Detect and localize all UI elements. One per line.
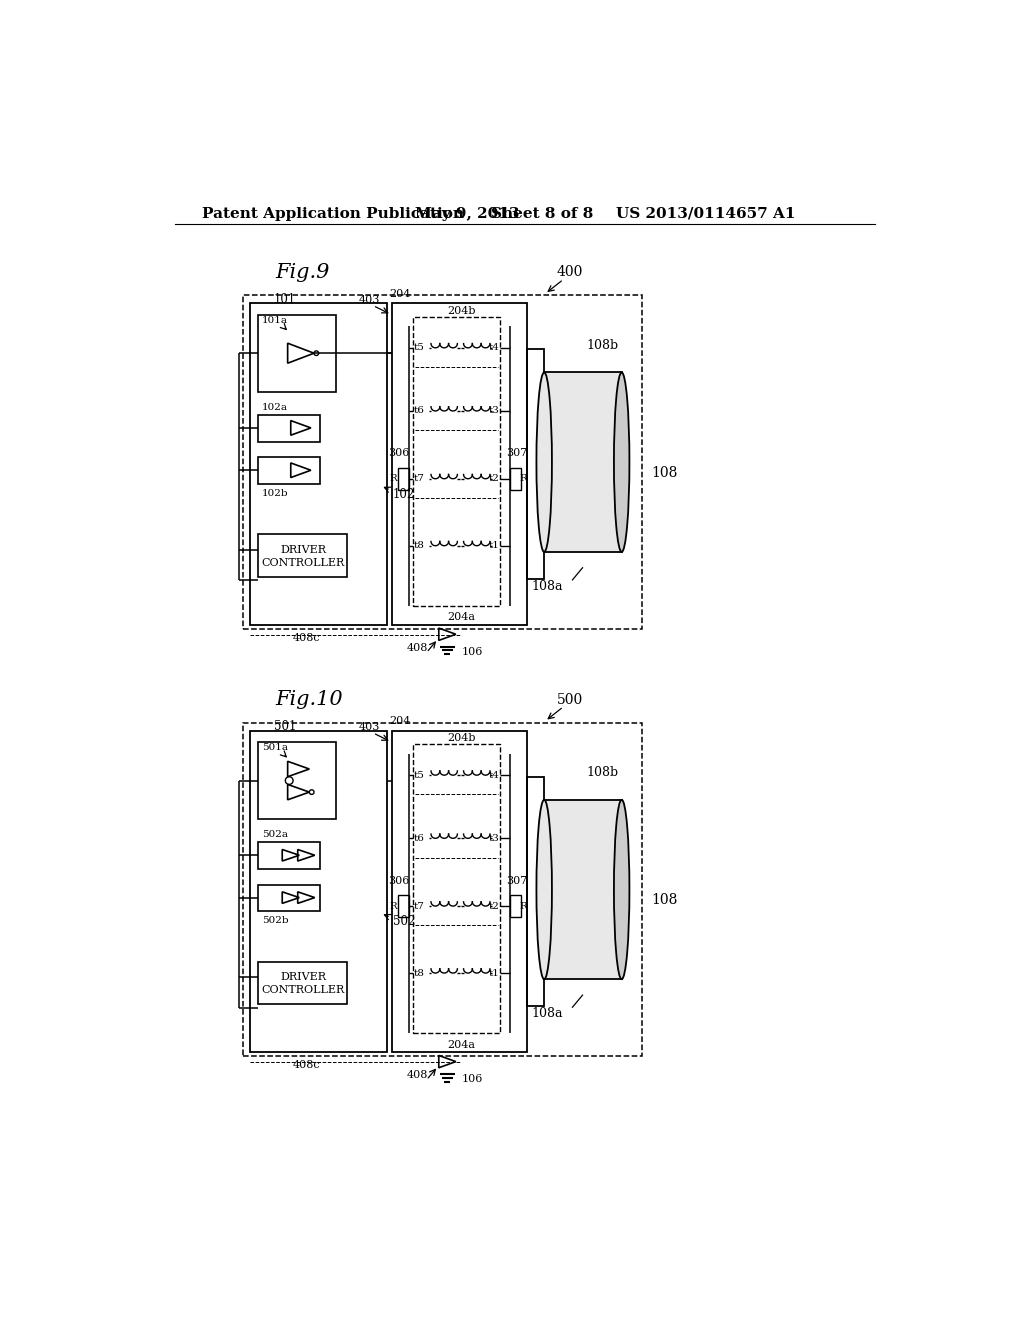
Text: 101a: 101a (262, 315, 288, 325)
Text: 307: 307 (507, 449, 527, 458)
Text: 502a: 502a (262, 830, 288, 840)
Text: R: R (389, 902, 397, 911)
Text: t4: t4 (488, 343, 500, 352)
Text: 204a: 204a (447, 1040, 475, 1049)
Bar (258, 414, 321, 442)
Bar (414, 317, 500, 606)
Bar (391, 304, 527, 626)
Text: t8: t8 (414, 541, 425, 550)
Bar (391, 730, 527, 1052)
Text: 108a: 108a (531, 579, 562, 593)
Text: 408: 408 (407, 643, 428, 653)
Bar (258, 884, 321, 911)
Text: R: R (519, 474, 527, 483)
Bar (258, 314, 336, 392)
Text: t6: t6 (414, 834, 425, 842)
Bar (258, 842, 321, 869)
Text: 204a: 204a (447, 612, 475, 622)
Text: Fig.9: Fig.9 (275, 263, 330, 282)
Text: t1: t1 (488, 541, 500, 550)
Bar (544, 800, 622, 979)
Ellipse shape (537, 800, 552, 979)
Text: t7: t7 (414, 902, 425, 911)
Bar (397, 895, 409, 917)
Bar (258, 742, 336, 818)
Text: 101: 101 (273, 293, 296, 306)
Text: R: R (519, 902, 527, 911)
Text: t5: t5 (414, 771, 425, 780)
Text: t3: t3 (488, 834, 500, 842)
Text: 204b: 204b (447, 306, 475, 315)
Text: 108b: 108b (586, 339, 618, 352)
Text: 403: 403 (359, 296, 380, 305)
Text: 102b: 102b (262, 488, 289, 498)
Bar (258, 961, 347, 1003)
Text: 204b: 204b (447, 733, 475, 743)
Text: 307: 307 (507, 875, 527, 886)
Bar (544, 372, 622, 552)
Text: t2: t2 (488, 474, 500, 483)
Text: 108: 108 (651, 466, 678, 479)
Text: t7: t7 (414, 474, 425, 483)
Text: 408c: 408c (293, 1060, 321, 1071)
Text: 204: 204 (389, 289, 411, 298)
Bar (414, 744, 500, 1034)
Text: 408c: 408c (293, 634, 321, 643)
Text: DRIVER: DRIVER (281, 972, 327, 982)
Ellipse shape (614, 372, 630, 552)
Text: May 9, 2013: May 9, 2013 (415, 207, 519, 220)
Ellipse shape (614, 800, 630, 979)
Ellipse shape (537, 372, 552, 552)
Text: 106: 106 (461, 647, 482, 657)
Text: t2: t2 (488, 902, 500, 911)
Text: t1: t1 (488, 969, 500, 978)
Bar (397, 469, 409, 490)
Bar (527, 350, 544, 579)
Text: 500: 500 (557, 693, 583, 706)
Bar (510, 895, 521, 917)
Text: 108b: 108b (586, 767, 618, 779)
Text: 502: 502 (393, 915, 416, 928)
Bar (251, 730, 387, 1052)
Text: t5: t5 (414, 343, 425, 352)
Text: 502b: 502b (262, 916, 289, 925)
Bar (251, 304, 387, 626)
Text: 400: 400 (557, 265, 583, 280)
Text: US 2013/0114657 A1: US 2013/0114657 A1 (616, 207, 796, 220)
Text: CONTROLLER: CONTROLLER (261, 985, 345, 995)
Text: Fig.10: Fig.10 (275, 690, 343, 709)
Text: t6: t6 (414, 407, 425, 416)
Text: 204: 204 (389, 717, 411, 726)
Bar (258, 535, 347, 577)
Bar (243, 296, 642, 628)
Text: t3: t3 (488, 407, 500, 416)
Text: 108a: 108a (531, 1007, 562, 1020)
Text: 408: 408 (407, 1071, 428, 1081)
Text: 106: 106 (461, 1074, 482, 1084)
Bar (527, 776, 544, 1006)
Text: t8: t8 (414, 969, 425, 978)
Bar (258, 457, 321, 484)
Text: 102: 102 (393, 487, 416, 500)
Text: R: R (389, 474, 397, 483)
Text: 403: 403 (359, 722, 380, 733)
Text: 102a: 102a (262, 403, 288, 412)
Text: CONTROLLER: CONTROLLER (261, 557, 345, 568)
Text: 306: 306 (388, 449, 410, 458)
Text: t4: t4 (488, 771, 500, 780)
Text: 306: 306 (388, 875, 410, 886)
Text: Sheet 8 of 8: Sheet 8 of 8 (490, 207, 593, 220)
Text: Patent Application Publication: Patent Application Publication (202, 207, 464, 220)
Text: 108: 108 (651, 892, 678, 907)
Text: DRIVER: DRIVER (281, 545, 327, 554)
Bar (243, 723, 642, 1056)
Text: 501a: 501a (262, 743, 288, 752)
Text: 501: 501 (273, 721, 296, 733)
Bar (510, 469, 521, 490)
